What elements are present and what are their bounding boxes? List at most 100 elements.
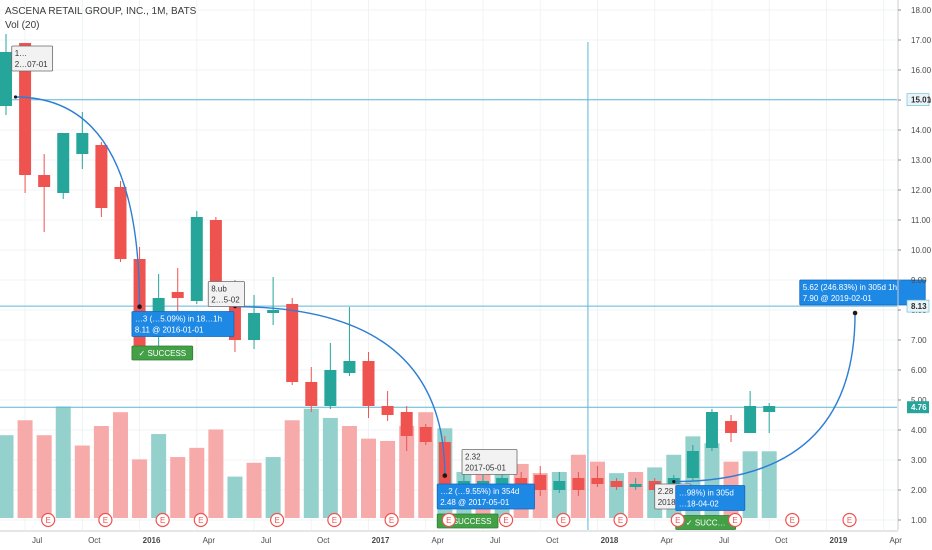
candle-body <box>705 412 718 448</box>
candle-body <box>763 406 776 412</box>
candle-body <box>362 361 375 406</box>
candle[interactable] <box>381 391 394 421</box>
earnings-marker[interactable]: E <box>327 512 342 528</box>
candle[interactable] <box>286 298 299 385</box>
annotation-text: ✓ SUCCESS <box>139 349 187 358</box>
earnings-label: E <box>198 516 203 525</box>
earnings-label: E <box>274 516 279 525</box>
earnings-marker[interactable]: E <box>384 512 399 528</box>
candle-body <box>553 481 566 490</box>
earnings-marker[interactable]: E <box>270 512 285 528</box>
price-level-tag <box>907 401 929 414</box>
candle[interactable] <box>305 367 318 412</box>
candle[interactable] <box>38 154 51 232</box>
candle[interactable] <box>553 472 566 493</box>
candle[interactable] <box>324 343 337 409</box>
candle[interactable] <box>400 406 413 451</box>
candle[interactable] <box>744 391 757 433</box>
earnings-marker[interactable]: E <box>193 512 208 528</box>
candle-body <box>38 175 51 187</box>
candle[interactable] <box>0 34 12 115</box>
candle[interactable] <box>76 112 89 169</box>
candle[interactable] <box>362 352 375 418</box>
annotation-text: 2…5-02 <box>211 296 240 305</box>
annotation-box <box>11 45 54 72</box>
candle[interactable] <box>114 181 127 262</box>
candle[interactable] <box>190 211 203 304</box>
earnings-marker[interactable]: E <box>785 512 800 528</box>
candle[interactable] <box>725 415 738 442</box>
x-tick-label: Jul <box>490 536 500 545</box>
y-tick-label: 3.00 <box>911 456 927 465</box>
candle[interactable] <box>95 142 108 217</box>
candle-body <box>419 427 432 442</box>
x-tick-label: 2016 <box>143 536 161 545</box>
annotation-text: 7.90 @ 2019-02-01 <box>803 294 873 303</box>
annotation-blue[interactable]: 5.62 (246.83%) in 305d 1h 7.90 @ 2019-02-… <box>799 279 926 306</box>
x-tick-label: Oct <box>88 536 101 545</box>
price-level-text: 8.13 <box>911 302 927 311</box>
earnings-label: E <box>618 516 623 525</box>
y-tick-label: 11.00 <box>911 216 931 225</box>
annotation-green[interactable]: ✓ SUCC… <box>675 515 737 530</box>
candle-body <box>95 145 108 208</box>
candle[interactable] <box>267 277 280 325</box>
candle-body <box>305 382 318 406</box>
earnings-marker[interactable]: E <box>556 512 571 528</box>
annotation-grey[interactable]: 8.ub 2…5-02 <box>207 281 245 307</box>
earnings-marker[interactable]: E <box>613 512 628 528</box>
earnings-marker[interactable]: E <box>155 512 170 528</box>
candle[interactable] <box>572 472 585 496</box>
earnings-marker[interactable]: E <box>670 512 685 528</box>
candle[interactable] <box>763 403 776 433</box>
candle[interactable] <box>419 424 432 445</box>
annotation-box <box>799 279 926 306</box>
earnings-marker[interactable]: E <box>98 512 113 528</box>
annotation-text: 1… <box>15 49 27 58</box>
candle[interactable] <box>343 307 356 376</box>
annotation-blue[interactable]: …98%) in 305d …18-04-02 <box>675 485 746 511</box>
annotation-blue[interactable]: …2 (…9.55%) in 354d 2.48 @ 2017-05-01 <box>436 483 535 510</box>
candle[interactable] <box>610 478 623 490</box>
annotation-green[interactable]: ✓ SUCCESS <box>131 345 194 361</box>
earnings-marker[interactable]: E <box>727 512 743 528</box>
earnings-marker[interactable]: E <box>842 512 857 528</box>
annotations: 1… 2…07-01 …3 (…5.09%) in 18…1h 8.11 @ 2016… <box>11 45 926 530</box>
earnings-label: E <box>790 516 795 525</box>
earnings-circle <box>327 512 342 528</box>
candle-body <box>19 43 32 175</box>
earnings-label: E <box>45 516 50 525</box>
annotation-text: 2.28 <box>658 487 674 496</box>
earnings-marker[interactable]: E <box>41 512 56 528</box>
candle[interactable] <box>705 409 718 451</box>
annotation-grey[interactable]: 2.32 2017-05-01 <box>461 449 518 475</box>
earnings-circle <box>785 512 800 528</box>
candle[interactable] <box>534 466 547 496</box>
y-tick-label: 9.00 <box>911 276 927 285</box>
y-tick-label: 13.00 <box>911 156 932 165</box>
candle[interactable] <box>686 445 699 481</box>
candle[interactable] <box>248 295 261 349</box>
volume-bar <box>189 447 205 518</box>
price-level-label: 4.76 <box>907 401 929 414</box>
earnings-marker[interactable]: E <box>498 512 514 528</box>
volume-bar <box>246 462 262 518</box>
candle[interactable] <box>57 133 70 199</box>
y-tick-label: 1.00 <box>911 516 927 525</box>
volume-bar <box>17 420 33 518</box>
earnings-marker[interactable]: E <box>441 512 456 528</box>
y-tick-label: 12.00 <box>911 186 932 195</box>
candle[interactable] <box>591 466 604 487</box>
earnings-label: E <box>160 516 165 525</box>
candle[interactable] <box>629 478 642 490</box>
annotation-blue[interactable]: …3 (…5.09%) in 18…1h 8.11 @ 2016-01-01 <box>131 311 235 337</box>
earnings-label: E <box>503 516 508 525</box>
earnings-circle <box>842 512 857 528</box>
earnings-label: E <box>561 516 566 525</box>
annotation-grey[interactable]: 1… 2…07-01 <box>11 45 54 72</box>
candle-body <box>324 370 337 406</box>
volume-bar <box>74 445 90 518</box>
x-tick-label: Oct <box>546 536 559 545</box>
